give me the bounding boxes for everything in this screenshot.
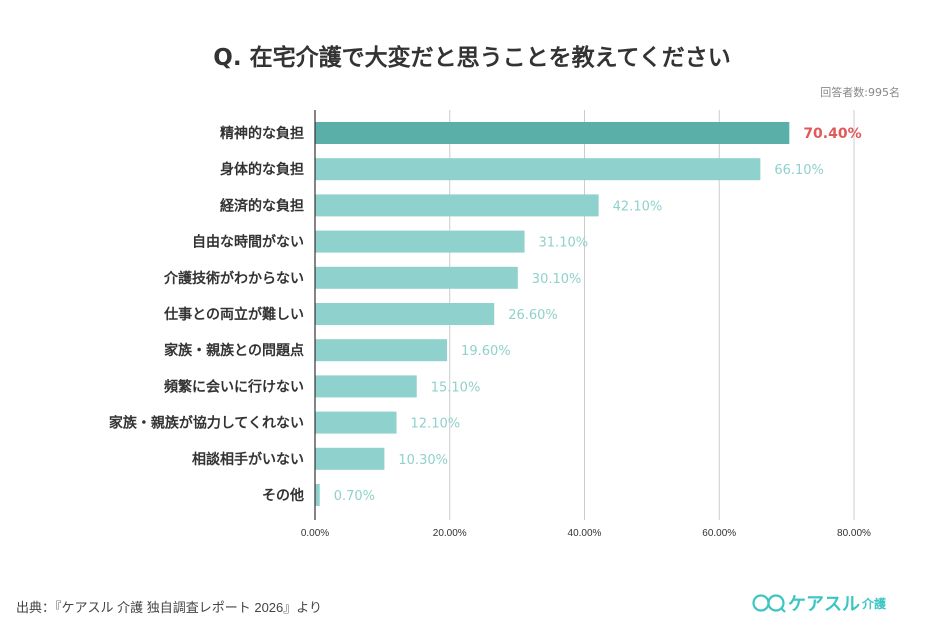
bar (315, 447, 385, 470)
bar (315, 230, 525, 253)
bar (315, 303, 495, 325)
category-label: 家族・親族が協力してくれない (109, 415, 304, 432)
bar (315, 339, 448, 362)
bar (315, 158, 761, 181)
two-smiling-faces-icon (752, 594, 786, 613)
category-label: 家族・親族との問題点 (164, 342, 304, 359)
x-tick-label: 60.00% (702, 528, 736, 539)
value-label: 10.30% (398, 453, 448, 468)
value-label: 15.10% (431, 380, 481, 395)
brand-logo: ケアスル 介護 (752, 590, 886, 616)
x-tick-label: 40.00% (568, 528, 602, 539)
x-tick-label: 80.00% (837, 528, 871, 539)
chart-title: Q. 在宅介護で大変だと思うことを教えてください (213, 45, 731, 71)
bar (315, 375, 417, 398)
bar (315, 122, 790, 144)
logo-subtext: 介護 (862, 596, 887, 611)
value-label: 19.60% (461, 344, 511, 359)
value-label: 42.10% (613, 199, 663, 214)
logo-text: ケアスル (788, 594, 860, 615)
x-tick-label: 20.00% (433, 528, 467, 539)
category-label: 経済的な負担 (220, 197, 304, 214)
bar (315, 484, 320, 506)
source-note: 出典：『ケアスル 介護 独自調査レポート 2026』より (16, 600, 322, 615)
category-label: 精神的な負担 (220, 125, 304, 142)
x-tick-label: 0.00% (301, 528, 329, 539)
category-label: 介護技術がわからない (163, 270, 304, 287)
category-label: 身体的な負担 (220, 161, 304, 178)
bar (315, 266, 518, 289)
category-label: 仕事との両立が難しい (163, 306, 304, 323)
category-label: 相談相手がいない (192, 451, 304, 468)
value-label: 66.10% (774, 163, 824, 178)
value-label: 0.70% (334, 489, 375, 504)
bar (315, 411, 397, 434)
value-label: 26.60% (508, 308, 558, 323)
category-label: その他 (262, 487, 304, 504)
category-label: 頻繁に会いに行けない (164, 378, 304, 395)
bar (315, 194, 599, 217)
value-label: 31.10% (539, 236, 589, 251)
value-label: 30.10% (532, 272, 582, 287)
value-label: 12.10% (411, 417, 461, 432)
respondent-count: 回答者数:995名 (820, 86, 900, 99)
category-label: 自由な時間がない (192, 234, 304, 251)
value-label: 70.40% (803, 126, 861, 142)
